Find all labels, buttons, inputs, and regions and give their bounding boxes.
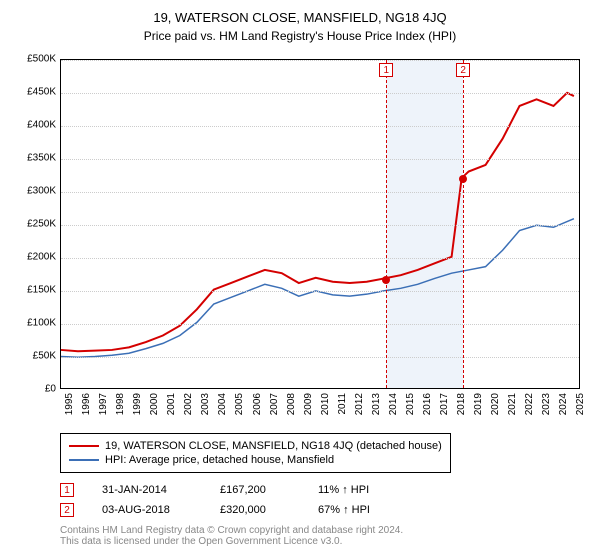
sale-row: 1 31-JAN-2014 £167,200 11% ↑ HPI bbox=[60, 483, 590, 497]
gridline bbox=[61, 225, 579, 226]
line-layer bbox=[61, 60, 579, 388]
x-tick-label: 2008 bbox=[286, 393, 297, 415]
footnote-line1: Contains HM Land Registry data © Crown c… bbox=[60, 525, 590, 536]
x-tick-label: 1998 bbox=[115, 393, 126, 415]
legend-label: 19, WATERSON CLOSE, MANSFIELD, NG18 4JQ … bbox=[105, 440, 442, 452]
sale-date: 31-JAN-2014 bbox=[102, 484, 192, 496]
x-tick-label: 2024 bbox=[558, 393, 569, 415]
gridline bbox=[61, 357, 579, 358]
x-tick-label: 2001 bbox=[166, 393, 177, 415]
sale-vline bbox=[463, 60, 464, 388]
x-tick-label: 1999 bbox=[132, 393, 143, 415]
sale-vline bbox=[386, 60, 387, 388]
y-tick-label: £250K bbox=[27, 219, 56, 230]
price-chart-container: 19, WATERSON CLOSE, MANSFIELD, NG18 4JQ … bbox=[10, 10, 590, 547]
gridline bbox=[61, 291, 579, 292]
legend-swatch bbox=[69, 445, 99, 447]
x-tick-label: 2010 bbox=[320, 393, 331, 415]
footnote-line2: This data is licensed under the Open Gov… bbox=[60, 536, 590, 547]
x-tick-label: 2014 bbox=[388, 393, 399, 415]
x-tick-label: 2009 bbox=[303, 393, 314, 415]
x-tick-label: 2019 bbox=[473, 393, 484, 415]
y-tick-label: £200K bbox=[27, 252, 56, 263]
sale-price: £320,000 bbox=[220, 504, 290, 516]
gridline bbox=[61, 324, 579, 325]
sales-table: 1 31-JAN-2014 £167,200 11% ↑ HPI 2 03-AUG-201… bbox=[60, 483, 590, 517]
footnote: Contains HM Land Registry data © Crown c… bbox=[60, 525, 590, 547]
sale-delta: 67% ↑ HPI bbox=[318, 504, 370, 516]
gridline bbox=[61, 159, 579, 160]
y-tick-label: £50K bbox=[33, 351, 56, 362]
x-tick-label: 1997 bbox=[98, 393, 109, 415]
y-tick-label: £400K bbox=[27, 120, 56, 131]
x-tick-label: 2022 bbox=[524, 393, 535, 415]
chart: £0 £50K £100K £150K £200K £250K £300K £350K £400… bbox=[10, 49, 590, 429]
y-tick-label: £500K bbox=[27, 54, 56, 65]
legend-swatch bbox=[69, 459, 99, 461]
x-tick-label: 2015 bbox=[405, 393, 416, 415]
sale-index: 1 bbox=[60, 483, 74, 497]
sale-row: 2 03-AUG-2018 £320,000 67% ↑ HPI bbox=[60, 503, 590, 517]
gridline bbox=[61, 93, 579, 94]
x-tick-label: 2006 bbox=[252, 393, 263, 415]
x-tick-label: 2004 bbox=[217, 393, 228, 415]
sale-marker-label: 2 bbox=[456, 63, 470, 77]
sale-marker-label: 1 bbox=[379, 63, 393, 77]
x-tick-label: 2000 bbox=[149, 393, 160, 415]
x-tick-label: 1995 bbox=[64, 393, 75, 415]
x-tick-label: 2003 bbox=[200, 393, 211, 415]
y-tick-label: £350K bbox=[27, 153, 56, 164]
sale-date: 03-AUG-2018 bbox=[102, 504, 192, 516]
legend-label: HPI: Average price, detached house, Mans… bbox=[105, 454, 334, 466]
legend-row: 19, WATERSON CLOSE, MANSFIELD, NG18 4JQ … bbox=[69, 440, 442, 452]
y-tick-label: £0 bbox=[45, 384, 56, 395]
y-tick-label: £150K bbox=[27, 285, 56, 296]
sale-delta: 11% ↑ HPI bbox=[318, 484, 369, 496]
x-axis: 1995 1996 1997 1998 1999 2000 2001 2002 2003 2004… bbox=[60, 391, 580, 429]
x-tick-label: 2011 bbox=[337, 393, 348, 415]
sale-dot bbox=[382, 276, 390, 284]
gridline bbox=[61, 60, 579, 61]
legend: 19, WATERSON CLOSE, MANSFIELD, NG18 4JQ … bbox=[60, 433, 451, 473]
y-axis: £0£50K£100K£150K£200K£250K£300K£350K£400… bbox=[10, 59, 58, 389]
series-line-hpi bbox=[61, 219, 574, 357]
sale-price: £167,200 bbox=[220, 484, 290, 496]
x-tick-label: 2002 bbox=[183, 393, 194, 415]
title-main: 19, WATERSON CLOSE, MANSFIELD, NG18 4JQ bbox=[10, 10, 590, 25]
gridline bbox=[61, 126, 579, 127]
x-tick-label: 2017 bbox=[439, 393, 450, 415]
x-tick-label: 2018 bbox=[456, 393, 467, 415]
x-tick-label: 2012 bbox=[354, 393, 365, 415]
x-tick-label: 1996 bbox=[81, 393, 92, 415]
title-block: 19, WATERSON CLOSE, MANSFIELD, NG18 4JQ … bbox=[10, 10, 590, 43]
y-tick-label: £100K bbox=[27, 318, 56, 329]
x-tick-label: 2013 bbox=[371, 393, 382, 415]
x-tick-label: 2021 bbox=[507, 393, 518, 415]
sale-index: 2 bbox=[60, 503, 74, 517]
y-tick-label: £300K bbox=[27, 186, 56, 197]
sale-dot bbox=[459, 175, 467, 183]
plot-area: 12 bbox=[60, 59, 580, 389]
gridline bbox=[61, 192, 579, 193]
y-tick-label: £450K bbox=[27, 87, 56, 98]
series-line-price_paid bbox=[61, 93, 574, 351]
x-tick-label: 2007 bbox=[269, 393, 280, 415]
gridline bbox=[61, 258, 579, 259]
x-tick-label: 2020 bbox=[490, 393, 501, 415]
x-tick-label: 2005 bbox=[234, 393, 245, 415]
x-tick-label: 2016 bbox=[422, 393, 433, 415]
x-tick-label: 2023 bbox=[541, 393, 552, 415]
title-sub: Price paid vs. HM Land Registry's House … bbox=[10, 29, 590, 43]
legend-row: HPI: Average price, detached house, Mans… bbox=[69, 454, 442, 466]
x-tick-label: 2025 bbox=[575, 393, 586, 415]
